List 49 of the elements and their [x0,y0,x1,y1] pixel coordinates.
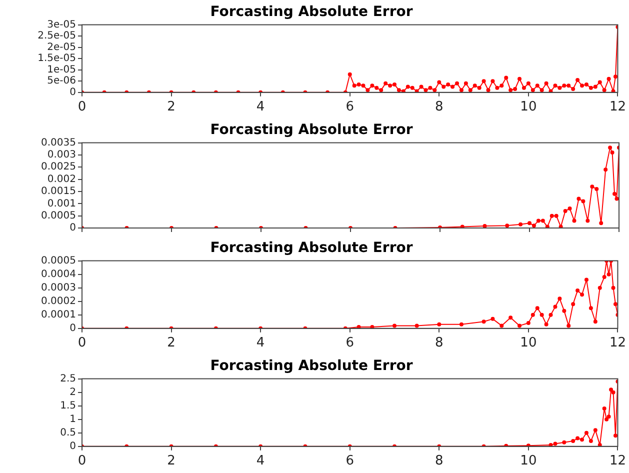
x-tick-label: 4 [256,100,265,115]
x-tick-label: 8 [435,336,444,351]
y-tick-label: 0.0005 [41,210,76,222]
y-tick-label: 0.0002 [41,296,76,307]
y-tick-label: 1e-05 [47,64,76,76]
y-tick-label: 2.5e-05 [38,30,76,42]
y-tick-label: 2e-05 [47,42,76,53]
x-tick-label: 8 [435,100,444,115]
y-tick-label: 2.5 [60,373,76,384]
y-tick-label: 0.0001 [41,309,76,320]
x-tick-label: 6 [346,336,354,351]
y-tick-label: 0.0015 [41,186,76,198]
y-tick-label: 1.5e-05 [38,53,76,64]
y-tick-label: 0 [70,322,76,334]
x-tick-label: 2 [167,454,176,469]
y-tick-label: 0.0025 [41,162,76,173]
y-tick-label: 2 [70,386,76,398]
x-tick-label: 10 [520,336,537,351]
y-tick-label: 0 [70,440,76,452]
y-tick-label: 0 [70,86,76,98]
x-tick-label: 10 [520,100,537,115]
y-tick-label: 5e-06 [47,76,76,87]
y-tick-label: 0.5 [60,427,76,438]
y-tick-label: 0.002 [47,174,76,185]
x-tick-label: 10 [520,454,537,469]
y-tick-label: 0 [70,222,76,234]
x-tick-label: 12 [609,336,626,351]
y-tick-label: 0.0035 [41,137,76,148]
x-tick-label: 8 [435,454,444,469]
y-tick-label: 3e-05 [47,19,76,30]
y-tick-label: 1.5 [60,400,76,412]
chart-title: Forcasting Absolute Error [210,240,413,256]
y-tick-label: 0.0005 [41,255,76,266]
x-tick-label: 12 [609,100,626,115]
x-tick-label: 2 [167,336,176,351]
x-tick-label: 6 [346,100,354,115]
y-tick-label: 1 [70,414,76,425]
chart-title: Forcasting Absolute Error [210,4,413,20]
chart-title: Forcasting Absolute Error [210,358,413,374]
y-tick-label: 0.003 [47,150,76,161]
y-tick-label: 0.001 [47,198,76,210]
x-tick-label: 2 [167,100,176,115]
x-tick-label: 12 [609,454,626,469]
y-tick-label: 0.0004 [41,268,76,280]
x-tick-label: 4 [256,336,265,351]
chart-title: Forcasting Absolute Error [210,122,413,138]
x-tick-label: 4 [256,454,265,469]
x-tick-label: 6 [346,454,354,469]
y-tick-label: 0.0003 [41,282,76,294]
